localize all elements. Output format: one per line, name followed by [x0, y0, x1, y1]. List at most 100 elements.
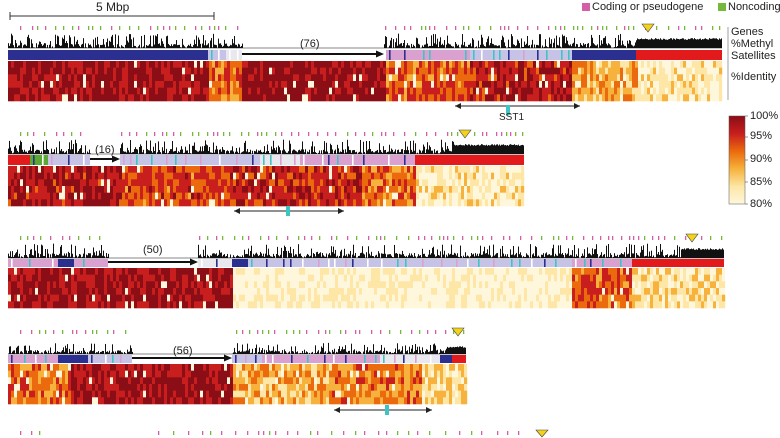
panel2-identity-cell: [401, 172, 405, 180]
panel1-identity-cell: [65, 94, 69, 102]
panel2-identity-cell: [455, 179, 459, 187]
panel3-identity-cell: [440, 274, 444, 282]
panel2-identity-cell: [278, 172, 282, 180]
panel1-identity-cell: [116, 94, 120, 102]
panel1-gene-tick: [429, 26, 431, 30]
panel3-identity-cell: [14, 268, 18, 275]
panel1-identity-cell: [41, 94, 45, 102]
panel1-methyl-bar: [172, 46, 173, 48]
panel1-identity-cell: [170, 74, 174, 82]
panel2-identity-cell: [509, 199, 513, 207]
panel1-identity-cell: [377, 94, 381, 102]
panel2-identity-cell: [482, 186, 486, 193]
panel3-identity-cell: [83, 268, 87, 275]
panel1-identity-cell: [452, 74, 456, 82]
panel2-identity-cell: [257, 166, 261, 173]
panel2-methyl-bar: [255, 151, 256, 154]
panel1-methyl-bar: [701, 39, 702, 48]
panel2-identity-cell: [362, 179, 366, 187]
panel2-identity-cell: [224, 179, 228, 187]
panel3-methyl-bar: [71, 244, 72, 258]
panel1-identity-cell: [434, 74, 438, 82]
panel3-identity-cell: [68, 281, 72, 289]
panel1-identity-cell: [338, 67, 342, 75]
panel2-methyl-bar: [211, 152, 212, 154]
panel3-identity-cell: [296, 274, 300, 282]
panel2-satellite-tick: [328, 155, 330, 165]
panel2-gene-tick: [229, 132, 231, 136]
panel3-identity-cell: [53, 268, 57, 275]
panel1-methyl-bar: [683, 38, 684, 48]
panel1-identity-cell: [14, 81, 18, 88]
panel2-identity-cell: [185, 179, 189, 187]
panel2-identity-cell: [440, 199, 444, 207]
panel1-identity-cell: [605, 61, 609, 68]
panel2-identity-cell: [485, 166, 489, 173]
panel2-identity-cell: [272, 172, 276, 180]
panel1-methyl-bar: [504, 42, 505, 48]
panel1-identity-cell: [197, 61, 201, 68]
panel1-methyl-bar: [491, 38, 492, 48]
panel1-identity-cell: [689, 81, 693, 88]
panel2-identity-cell: [98, 186, 102, 193]
panel1-methyl-bar: [579, 46, 580, 48]
panel1-identity-cell: [29, 67, 33, 75]
panel2-methyl-bar: [182, 149, 183, 154]
panel3-identity-cell: [272, 274, 276, 282]
panel1-methyl-bar: [187, 46, 188, 48]
panel2-identity-cell: [20, 186, 24, 193]
panel1-identity-cell: [113, 61, 117, 68]
panel1-identity-cell: [593, 74, 597, 82]
panel2-identity-cell: [218, 192, 222, 200]
panel3-methyl-bar: [18, 256, 19, 258]
panel1-identity-cell: [248, 61, 252, 68]
panel3-methyl-bar: [644, 256, 645, 258]
panel3-identity-cell: [140, 268, 144, 275]
panel3-identity-cell: [611, 274, 615, 282]
panel3-methyl-bar: [215, 254, 216, 258]
panel2-gene-tick: [501, 132, 503, 136]
panel1-identity-cell: [425, 94, 429, 102]
panel2-identity-cell: [53, 172, 57, 180]
panel1-identity-cell: [38, 67, 42, 75]
panel1-identity-cell: [473, 87, 477, 95]
panel3-methyl-bar: [425, 256, 426, 258]
panel2-identity-cell: [149, 192, 153, 200]
panel1-identity-cell: [260, 94, 264, 102]
panel1-identity-cell: [515, 94, 519, 102]
panel1-identity-cell: [14, 87, 18, 95]
panel2-identity-cell: [431, 179, 435, 187]
panel3-gene-tick: [608, 236, 610, 240]
panel2-methyl-bar: [173, 151, 174, 154]
panel3-methyl-bar: [514, 255, 515, 258]
panel2-identity-cell: [353, 179, 357, 187]
panel3-methyl-bar: [503, 253, 504, 258]
panel1-identity-cell: [524, 94, 528, 102]
panel1-identity-cell: [119, 67, 123, 75]
panel1-identity-cell: [719, 81, 723, 88]
panel3-identity-cell: [449, 268, 453, 275]
panel1-identity-cell: [359, 81, 363, 88]
panel1-identity-cell: [314, 67, 318, 75]
panel3-methyl-bar: [515, 254, 516, 258]
panel3-identity-cell: [413, 274, 417, 282]
panel1-methyl-bar: [33, 47, 34, 48]
panel1-identity-cell: [206, 67, 210, 75]
panel2-identity-cell: [500, 179, 504, 187]
panel1-identity-cell: [641, 94, 645, 102]
panel2-methyl-bar: [178, 151, 179, 154]
panel3-methyl-bar: [292, 257, 293, 258]
panel1-identity-cell: [17, 74, 21, 82]
panel2-identity-cell: [233, 166, 237, 173]
panel3-methyl-bar: [211, 255, 212, 258]
panel1-identity-cell: [515, 81, 519, 88]
panel2-identity-cell: [374, 166, 378, 173]
panel2-identity-cell: [170, 199, 174, 207]
panel1-identity-cell: [299, 87, 303, 95]
panel3-methyl-bar: [401, 254, 402, 258]
panel2-methyl-bar: [359, 151, 360, 154]
panel1-identity-cell: [44, 74, 48, 82]
panel3-identity-cell: [149, 274, 153, 282]
panel1-identity-cell: [560, 87, 564, 95]
panel1-identity-cell: [371, 94, 375, 102]
